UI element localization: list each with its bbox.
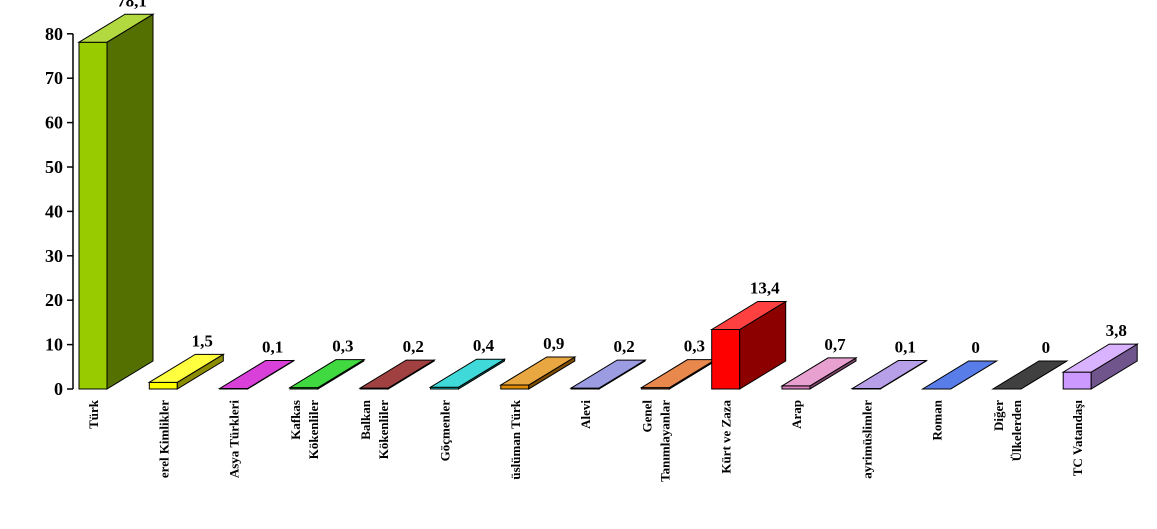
data-label: 0,2 — [613, 337, 634, 356]
y-tick-label: 80 — [45, 24, 63, 44]
category-label: Diğer — [991, 400, 1006, 431]
y-tick-label: 10 — [45, 335, 63, 355]
bar-top — [77, 13, 155, 43]
y-tick-label: 30 — [45, 246, 63, 266]
bar-front — [500, 384, 530, 390]
bar-top — [920, 360, 999, 390]
bar-top — [709, 301, 788, 331]
category-label: Balkan — [358, 399, 373, 440]
bar — [709, 300, 788, 390]
bar — [147, 353, 226, 390]
bar-top — [1061, 343, 1139, 373]
bar — [217, 359, 296, 390]
bar-top — [147, 353, 226, 383]
category-label: ayrimüslimler — [859, 400, 874, 479]
bar-front — [148, 381, 178, 390]
data-label: 0,1 — [262, 338, 283, 357]
y-tick-label: 60 — [45, 113, 63, 133]
data-label: 1,5 — [192, 331, 213, 350]
category-label: Roman — [930, 399, 945, 440]
category-label: Alevi — [578, 400, 593, 429]
bar — [499, 356, 577, 390]
bar-top — [288, 359, 366, 389]
category-label: Tanımlayanlar — [657, 400, 672, 482]
data-label: 0,4 — [473, 336, 495, 355]
bar — [1061, 343, 1139, 390]
category-label: Kökenliler — [306, 400, 321, 459]
data-label: 0,3 — [684, 337, 705, 356]
category-label: Göçmenler — [438, 400, 453, 462]
bar — [920, 360, 999, 390]
bar — [639, 358, 718, 390]
bar-top — [780, 357, 858, 387]
category-label: Kafkas — [288, 400, 303, 440]
y-tick-label: 20 — [45, 290, 63, 310]
category-label: üslüman Türk — [508, 399, 523, 479]
data-label: 0,3 — [332, 337, 353, 356]
data-label: 0,7 — [824, 335, 846, 354]
y-tick-label: 50 — [45, 157, 63, 177]
category-label: Arap — [789, 400, 804, 429]
data-label: 0 — [971, 338, 980, 357]
data-label: 0,1 — [895, 338, 916, 357]
bar — [358, 359, 436, 390]
y-tick-label: 70 — [45, 68, 63, 88]
bar-front — [711, 329, 741, 390]
bar — [288, 358, 366, 390]
labels-layer: 78,1 Türk 1,5 erel Kimlikler 0,1 Asya Türkler… — [86, 0, 1127, 482]
category-label: Ülkelerden — [1009, 399, 1024, 461]
category-label: erel Kimlikler — [156, 400, 171, 478]
bar-top — [991, 360, 1069, 390]
bar-front — [78, 41, 108, 390]
category-label: Kürt ve Zaza — [719, 400, 734, 474]
bar-side — [106, 13, 154, 390]
data-label: 13,4 — [750, 279, 780, 298]
data-label: 78,1 — [117, 0, 147, 10]
bar — [780, 357, 858, 390]
bar — [569, 359, 647, 390]
bar-top — [217, 360, 296, 390]
bar-top — [850, 360, 929, 390]
bar-top — [499, 356, 577, 386]
category-label: Türk — [86, 399, 101, 429]
bar-front — [1062, 371, 1092, 390]
data-label: 0,2 — [403, 337, 424, 356]
category-label: Genel — [639, 400, 654, 433]
data-label: 3,8 — [1106, 321, 1127, 340]
bar-top — [358, 359, 436, 389]
data-label: 0,9 — [543, 334, 564, 353]
bar — [77, 13, 155, 390]
bar — [991, 360, 1069, 390]
bars-layer — [77, 13, 1139, 390]
bar-top — [428, 358, 507, 388]
bar — [850, 359, 929, 390]
bar — [428, 358, 507, 390]
y-tick-label: 40 — [45, 201, 63, 221]
category-label: Asya Türkleri — [227, 400, 242, 479]
axis-layer: 0 10 20 30 40 50 60 70 80 — [45, 24, 74, 399]
bar-top — [569, 359, 647, 389]
data-label: 0 — [1042, 338, 1051, 357]
category-label: TC Vatandaşı — [1070, 400, 1085, 477]
y-tick-label: 0 — [54, 379, 63, 399]
category-label: Kökenliler — [376, 400, 391, 459]
